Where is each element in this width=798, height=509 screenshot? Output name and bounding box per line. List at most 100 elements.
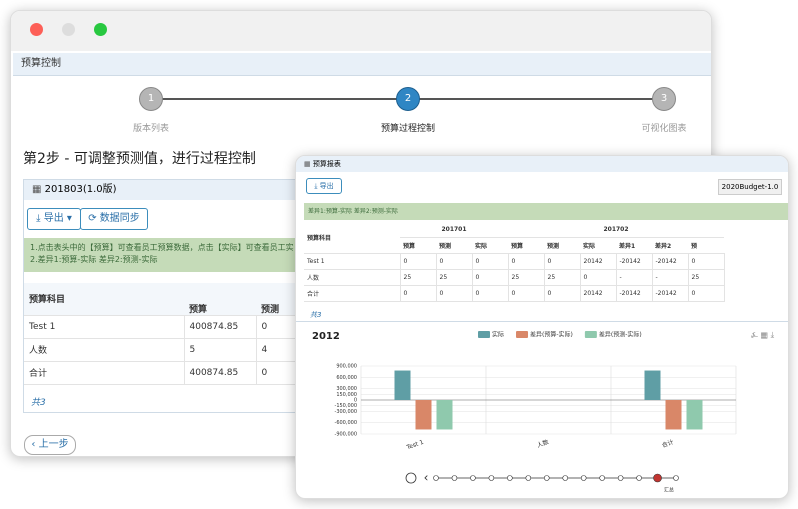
cell: 400874.85	[184, 361, 257, 385]
back-button[interactable]: ‹ 上一步	[24, 435, 76, 455]
step-label: 预算过程控制	[380, 124, 435, 134]
cell: 合计	[304, 285, 401, 302]
cell: 25	[400, 269, 437, 286]
table-row: 人数 25 25 0 25 25 0- -25	[304, 269, 725, 286]
chart-title: 2012	[312, 331, 340, 342]
legend-label: 实际	[492, 331, 504, 339]
period-row: 预算科目 201701 201702	[304, 222, 724, 254]
cell: 25	[436, 269, 473, 286]
table-row: 合计 0 0 0 0 0 20142 -20142 -20142 0	[304, 285, 725, 302]
cell: 0	[544, 285, 581, 302]
cell: 0	[400, 285, 437, 302]
table-row: 合计 400874.85 0	[24, 361, 329, 385]
legend-swatch	[516, 331, 529, 338]
step-label: 可视化图表	[641, 124, 687, 134]
cell: -	[652, 269, 689, 286]
step-circle: 2	[396, 87, 420, 111]
y-tick-label: 900,000	[336, 364, 357, 370]
cell: -20142	[652, 253, 689, 270]
sync-button[interactable]: ⟳ 数据同步	[80, 208, 148, 230]
column-header: 实际	[472, 237, 508, 254]
timeline-label: 汇总	[664, 487, 674, 494]
export-button[interactable]: ⤓ 导出 ▾	[27, 208, 81, 230]
title-bar	[11, 11, 711, 51]
prev-arrow[interactable]: ‹	[424, 471, 429, 485]
timeline-dot	[543, 475, 550, 481]
footer: 共3	[31, 398, 46, 408]
notice: 差异1:预算-实际 差异2:预测-实际	[304, 203, 788, 220]
timeline-dot	[673, 475, 679, 481]
cell: Test 1	[24, 315, 185, 339]
column-header: 预算	[508, 237, 544, 254]
cell: -	[616, 269, 653, 286]
legend-label: 差异(预算-实际)	[530, 331, 573, 339]
bar	[686, 400, 703, 430]
version-select[interactable]: 2020Budget-1.0	[718, 179, 782, 195]
column-header: 预测	[544, 237, 580, 254]
x-tick-label: Test 1	[405, 439, 425, 452]
column-header: 差异2	[652, 237, 688, 254]
chart: 2012 ⍼ ▦ ⤓ 900,000 600,000 300,000150,0000…	[312, 331, 775, 494]
timeline-dot	[451, 475, 458, 481]
cell: 0	[436, 253, 473, 270]
cell: 人数	[24, 338, 185, 362]
report-title: 预算报表	[312, 160, 341, 168]
cell: 0	[688, 253, 725, 270]
cell: Test 1	[304, 253, 401, 270]
report-header: ▦ 预算报表	[296, 156, 788, 172]
y-tick-label: -150,000	[335, 403, 357, 409]
cell: 0	[400, 253, 437, 270]
timeline-dot	[580, 475, 587, 481]
cell: 合计	[24, 361, 185, 385]
column-header: 实际	[580, 237, 616, 254]
timeline-dot	[488, 475, 495, 481]
column-header: 预算科目	[304, 222, 400, 254]
close-button[interactable]	[30, 23, 43, 36]
column-header: 预测	[436, 237, 472, 254]
play-button[interactable]	[405, 472, 417, 484]
header-row: 预算科目 预算 预测	[24, 283, 328, 316]
button-label: 数据同步	[99, 213, 140, 224]
cell: 0	[544, 253, 581, 270]
table: 预算科目 201701 201702 预算 预测 实际 预算 预测 实际 差异1 差异2 预 Test …	[304, 222, 725, 302]
bar	[394, 370, 411, 400]
cell: 0	[580, 269, 617, 286]
cell: 0	[436, 285, 473, 302]
y-tick-label: 600,000	[336, 375, 357, 381]
y-tick-label: -900,000	[335, 432, 357, 438]
y-tick-label: 300,000	[336, 386, 357, 392]
legend-swatch	[584, 331, 597, 338]
timeline-dot	[636, 475, 642, 481]
column-header: 预算科目	[24, 283, 184, 316]
panel-title: 预算控制	[13, 53, 711, 76]
legend-label: 差异(预测-实际)	[599, 331, 642, 339]
step-circle: 1	[139, 87, 163, 111]
bar	[415, 400, 432, 430]
button-label: 导出	[43, 213, 64, 224]
x-tick-label: 人数	[536, 438, 550, 450]
timeline-dot	[653, 473, 662, 483]
timeline-dot	[433, 475, 439, 481]
timeline-dot	[617, 475, 624, 481]
y-tick-label: -600,000	[335, 420, 357, 426]
header-row: 预算 预测 实际 预算 预测 实际 差异1 差异2 预	[304, 237, 724, 254]
table-row: Test 1 400874.85 0	[24, 315, 329, 339]
tool-icon[interactable]: ⍼ ▦ ⤓	[751, 331, 775, 340]
cell: 0	[472, 285, 509, 302]
cell: 人数	[304, 269, 401, 286]
step-label: 版本列表	[132, 124, 169, 134]
x-tick-label: 合计	[661, 438, 675, 450]
timeline-dot	[599, 475, 605, 481]
export-button[interactable]: ⤓ 导出	[306, 178, 342, 194]
cell: 0	[472, 269, 509, 286]
maximize-button[interactable]	[94, 23, 107, 36]
divider	[296, 321, 788, 322]
cell: 0	[688, 285, 725, 302]
table: 预算科目 预算 预测 Test 1 400874.85 0 人数 5 4 合计 400874.85 0	[24, 283, 329, 385]
table-row: Test 1 0 0 0 0 0 20142 -20142 -20142 0	[304, 253, 725, 270]
legend-swatch	[478, 331, 490, 338]
minimize-button[interactable]	[62, 23, 75, 36]
cell: 25	[544, 269, 581, 286]
cell: -20142	[616, 253, 653, 270]
